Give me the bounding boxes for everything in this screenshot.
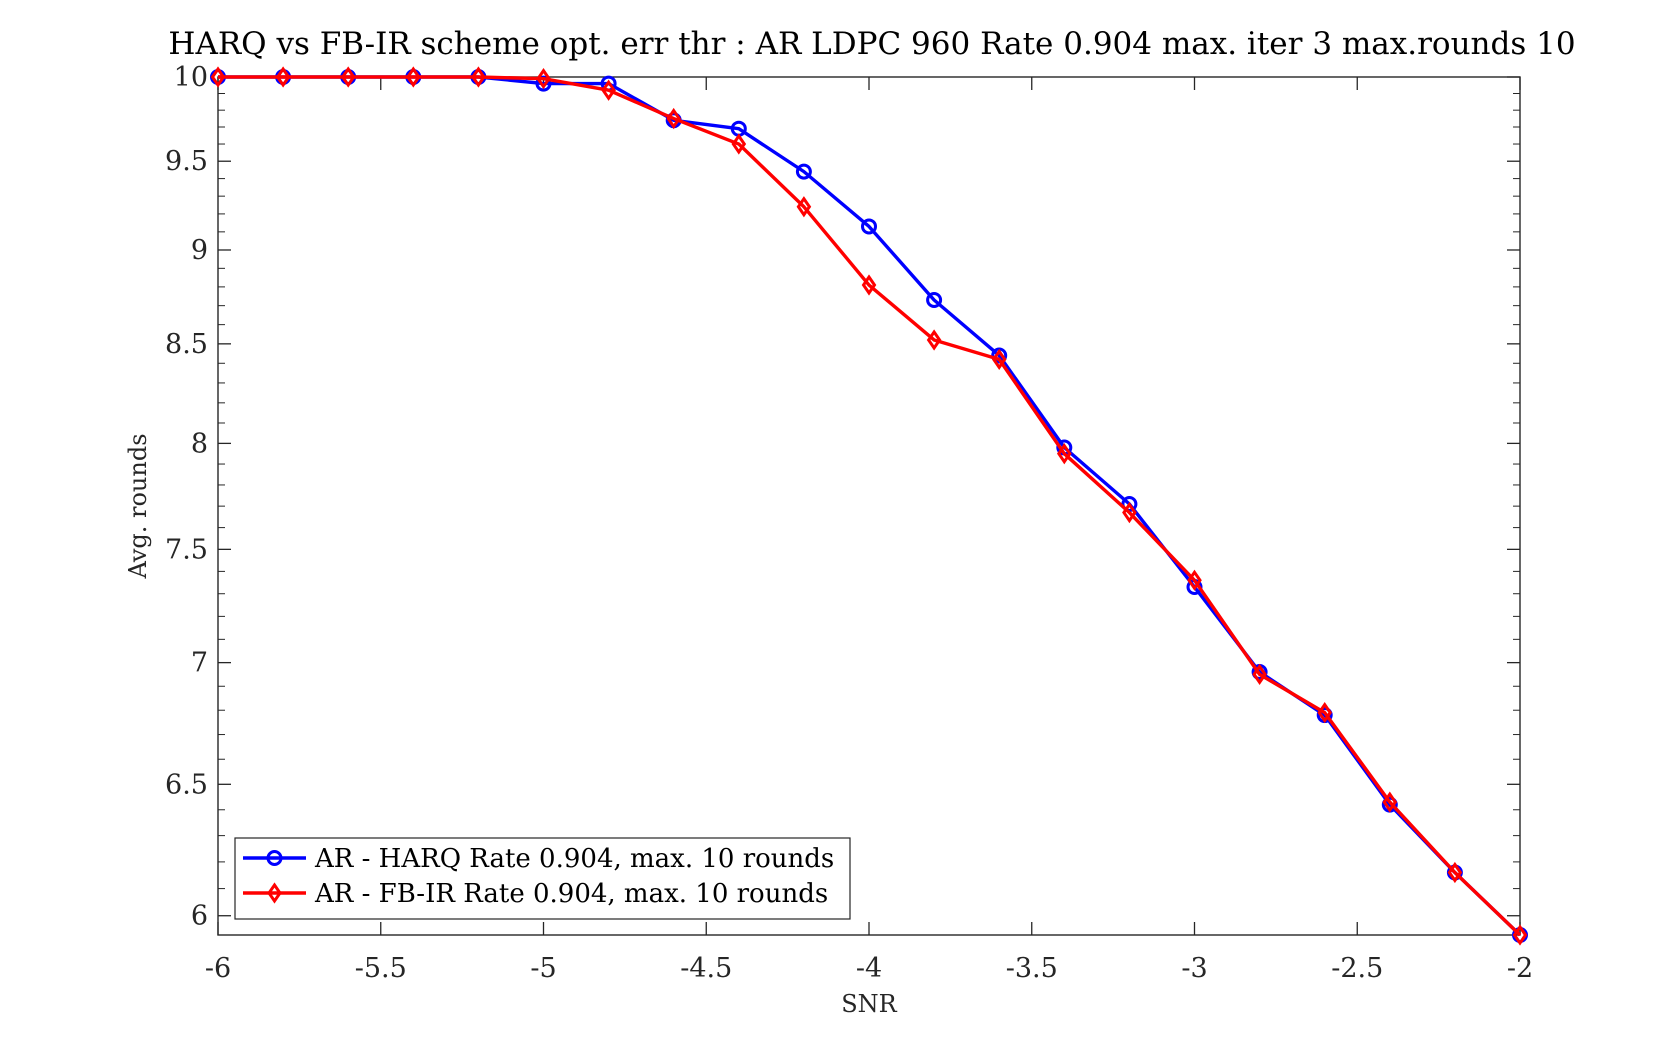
data-point: [340, 66, 356, 88]
data-point: [796, 196, 812, 218]
data-point: [861, 274, 877, 296]
data-point: [1382, 791, 1398, 813]
chart-title: HARQ vs FB-IR scheme opt. err thr : AR L…: [168, 26, 1575, 62]
y-tick-label: 6: [191, 901, 208, 932]
x-tick-label: -5.5: [355, 953, 407, 984]
plot-area: [217, 76, 1521, 936]
x-tick-label: -4: [856, 953, 882, 984]
data-point: [1122, 501, 1137, 524]
data-point: [275, 66, 291, 88]
data-point: [1317, 701, 1333, 724]
data-point: [471, 66, 486, 88]
data-point: [731, 133, 747, 155]
minor-ticks: [218, 93, 1520, 890]
x-tick-label: -4.5: [680, 953, 732, 984]
data-point: [266, 850, 283, 866]
x-tick-labels: -6 -5.5 -5 -4.5 -4 -3.5 -3 -2.5 -2: [205, 953, 1533, 984]
data-point: [1187, 569, 1202, 591]
x-tick-label: -5: [530, 953, 556, 984]
x-tick-label: -3: [1181, 953, 1207, 984]
data-point: [601, 79, 616, 101]
data-point: [991, 348, 1007, 371]
series-line: [218, 75, 1522, 937]
x-tick-label: -2: [1507, 953, 1533, 984]
data-point: [926, 329, 942, 351]
y-tick-labels: 6 6.5 7 7.5 8 8.5 9 9.5 10: [165, 62, 208, 932]
y-tick-label: 6.5: [165, 769, 208, 800]
data-point: [405, 66, 421, 88]
y-tick-label: 8: [191, 428, 208, 459]
data-point: [210, 66, 226, 88]
data-point: [1056, 443, 1072, 465]
y-tick-label: 10: [174, 62, 208, 93]
data-point: [267, 882, 282, 904]
series-2: [210, 66, 1528, 946]
data-point: [926, 292, 943, 309]
legend: AR - HARQ Rate 0.904, max. 10 rounds AR -…: [234, 837, 851, 920]
data-point: [1447, 861, 1463, 884]
x-tick-label: -6: [205, 953, 231, 984]
y-tick-label: 9: [191, 235, 208, 266]
x-tick-label: -2.5: [1331, 953, 1383, 984]
series-layer: [210, 66, 1528, 946]
y-tick-label: 9.5: [165, 146, 208, 177]
y-axis-title: Avg. rounds: [124, 433, 152, 579]
legend-box: [234, 837, 851, 920]
y-tick-label: 8.5: [165, 329, 208, 360]
data-point: [1252, 663, 1267, 686]
data-point: [861, 218, 877, 235]
data-point: [666, 107, 682, 130]
y-tick-label: 7: [191, 648, 208, 679]
x-axis-title: SNR: [841, 990, 897, 1018]
data-point: [795, 163, 812, 180]
data-point: [536, 67, 551, 90]
data-point: [1512, 924, 1528, 946]
y-tick-label: 7.5: [165, 534, 208, 565]
x-tick-label: -3.5: [1006, 953, 1058, 984]
legend-label: AR - FB-IR Rate 0.904, max. 10 rounds: [314, 879, 828, 909]
legend-entries: AR - HARQ Rate 0.904, max. 10 rounds AR -…: [243, 844, 834, 909]
legend-label: AR - HARQ Rate 0.904, max. 10 rounds: [314, 844, 834, 874]
